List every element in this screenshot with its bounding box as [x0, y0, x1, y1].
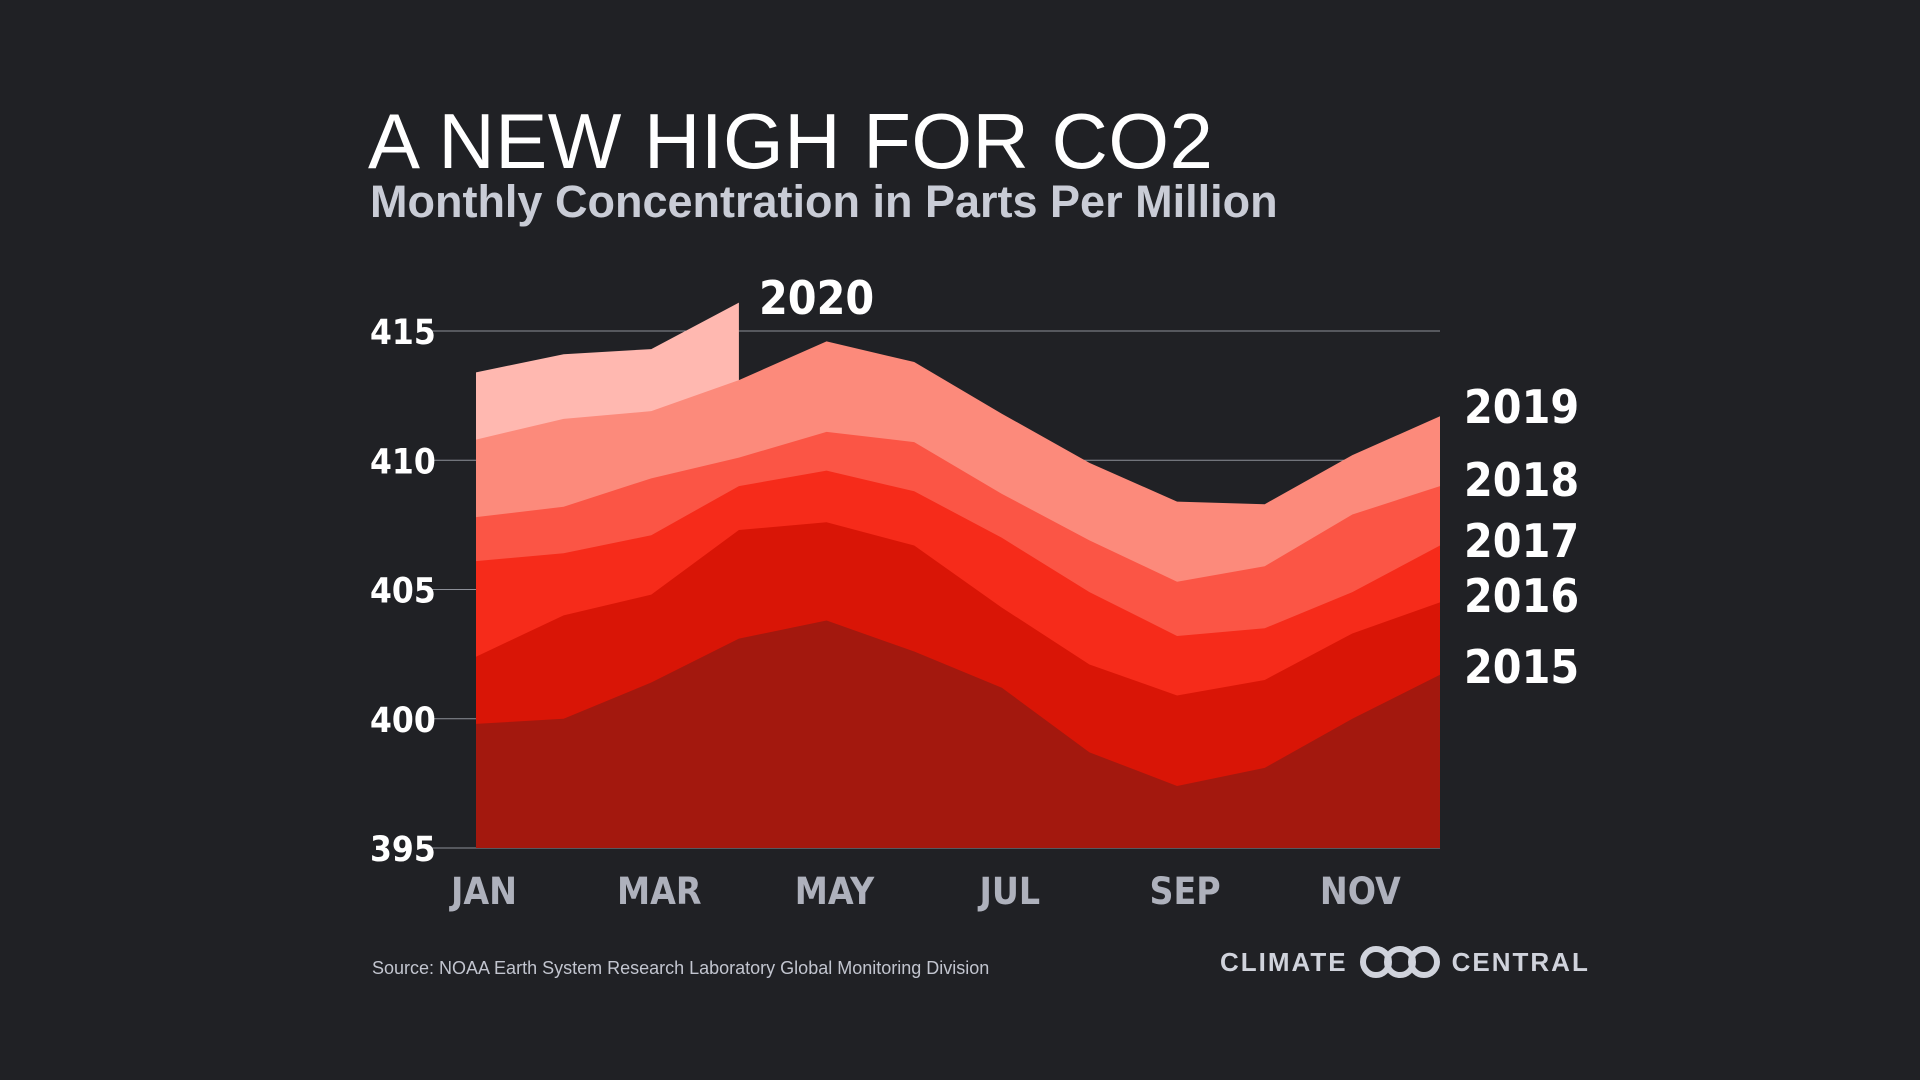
y-tick-415: 415 [370, 313, 436, 353]
x-tick-jan: JAN [449, 870, 517, 913]
y-tick-395: 395 [370, 830, 436, 870]
area-series-2015 [476, 620, 1440, 848]
x-tick-nov: NOV [1320, 870, 1401, 913]
x-tick-mar: MAR [617, 870, 702, 913]
x-tick-sep: SEP [1150, 870, 1221, 913]
climate-central-logo: CLIMATE CENTRAL [1220, 946, 1590, 978]
y-tick-400: 400 [370, 701, 436, 741]
series-label-2019: 2019 [1464, 380, 1579, 434]
chart-subtitle: Monthly Concentration in Parts Per Milli… [370, 176, 1278, 227]
series-label-2016: 2016 [1464, 569, 1579, 623]
series-label-2015: 2015 [1464, 640, 1579, 694]
y-tick-405: 405 [370, 572, 436, 612]
x-tick-may: MAY [795, 870, 875, 913]
y-tick-410: 410 [370, 442, 436, 482]
logo-right-text: CENTRAL [1451, 946, 1590, 977]
logo-left-text: CLIMATE [1220, 946, 1348, 977]
series-label-2017: 2017 [1464, 514, 1579, 568]
x-tick-jul: JUL [978, 870, 1041, 913]
source-note: Source: NOAA Earth System Research Labor… [372, 958, 990, 978]
series-label-2020: 2020 [759, 271, 874, 325]
series-label-2018: 2018 [1464, 453, 1579, 507]
logo-rings-icon [1359, 946, 1440, 978]
chart-title: A NEW HIGH FOR CO2 [368, 97, 1214, 185]
